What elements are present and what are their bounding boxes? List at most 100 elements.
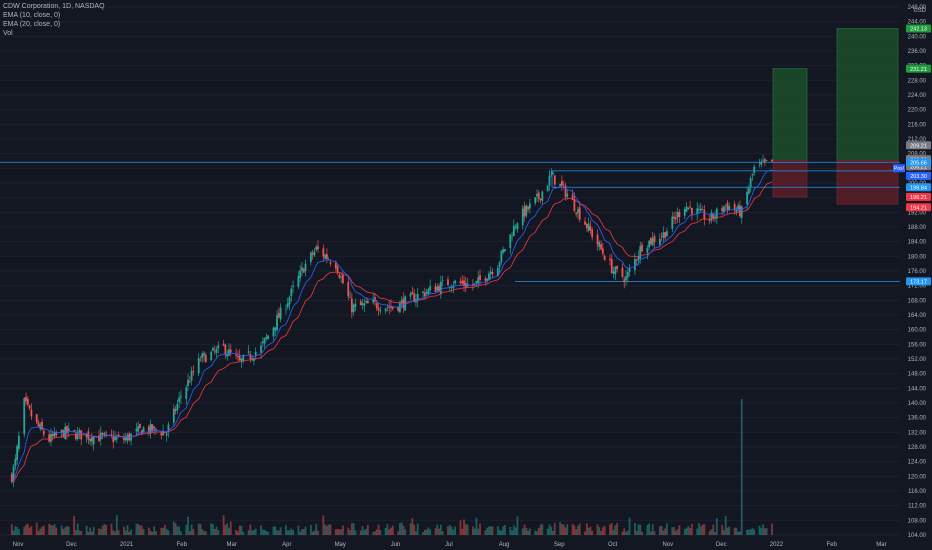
y-tick-label: 124.00 xyxy=(908,460,927,466)
pos-tag-box xyxy=(893,164,905,173)
volume-bars xyxy=(10,399,773,535)
volume-bar xyxy=(14,526,17,535)
candle-body xyxy=(317,246,319,249)
candle-body xyxy=(222,343,225,346)
ema10-legend[interactable]: EMA (10, close, 0) xyxy=(3,12,61,19)
volume-bar xyxy=(365,528,367,535)
ema-lines xyxy=(11,169,773,483)
volume-bar xyxy=(724,516,727,535)
candle-body xyxy=(662,232,665,238)
candle-body xyxy=(124,437,127,441)
volume-bar xyxy=(427,527,430,535)
volume-bar xyxy=(525,527,528,535)
x-tick-label: Feb xyxy=(177,542,188,548)
candle-body xyxy=(760,162,763,165)
volume-bar xyxy=(601,527,604,535)
volume-bar xyxy=(698,523,700,535)
volume-bar xyxy=(50,524,52,535)
candle-body xyxy=(671,216,674,229)
price-label-box xyxy=(906,192,931,201)
candle-body xyxy=(267,335,270,340)
volume-bar xyxy=(66,526,68,535)
volume-bar xyxy=(240,525,243,535)
volume-bar xyxy=(342,525,344,535)
x-tick-label: Dec xyxy=(716,542,727,548)
volume-bar xyxy=(263,529,266,535)
price-axis[interactable]: USD 104.00 108.00 112.00 116.00 120.00 124.00… xyxy=(908,5,927,539)
horizontal-lines[interactable] xyxy=(0,161,900,282)
candle-body xyxy=(673,216,675,219)
candle-body xyxy=(728,206,731,211)
candle-body xyxy=(260,345,262,353)
ema20-legend[interactable]: EMA (20, close, 0) xyxy=(3,21,61,28)
volume-legend[interactable]: Vol xyxy=(3,30,13,37)
candle-body xyxy=(448,286,451,288)
candle-body xyxy=(746,192,748,205)
candle-body xyxy=(724,205,727,206)
volume-bar xyxy=(74,530,77,535)
volume-bar xyxy=(537,527,540,535)
volume-bar xyxy=(386,523,389,535)
candle-body xyxy=(302,268,305,273)
candle-body xyxy=(309,252,312,262)
volume-bar xyxy=(415,531,417,535)
volume-bar xyxy=(286,530,289,535)
volume-bar xyxy=(502,526,505,535)
candle-body xyxy=(372,299,375,303)
candle-body xyxy=(409,293,412,297)
candle-body xyxy=(324,254,327,259)
position-zones[interactable] xyxy=(772,28,899,205)
candle-body xyxy=(26,398,29,405)
volume-bar xyxy=(512,525,515,535)
volume-bar xyxy=(723,530,725,535)
x-tick-label: Aug xyxy=(499,542,510,548)
volume-bar xyxy=(254,528,257,535)
volume-bar xyxy=(26,523,29,535)
volume-bar xyxy=(484,530,487,535)
volume-bar xyxy=(197,523,200,535)
candle-body xyxy=(635,259,638,261)
volume-bar xyxy=(589,526,592,535)
volume-bar xyxy=(12,530,15,535)
y-tick-label: 128.00 xyxy=(908,445,927,451)
price-label: 194.21 xyxy=(910,205,927,211)
symbol-title[interactable]: CDW Corporation, 1D, NASDAQ xyxy=(3,3,105,10)
candle-body xyxy=(591,229,594,238)
candle-body xyxy=(589,226,592,231)
volume-bar xyxy=(285,525,287,535)
candle-body xyxy=(163,432,166,434)
volume-bar xyxy=(751,527,754,535)
candle-body xyxy=(399,302,401,313)
volume-bar xyxy=(235,530,238,535)
candle-body xyxy=(261,341,264,343)
volume-bar xyxy=(763,528,766,535)
candle-body xyxy=(388,306,391,308)
candle-body xyxy=(664,232,667,238)
candle-body xyxy=(699,208,702,211)
price-labels: 242.13231.21209.21206.21206.21205.66203.… xyxy=(893,24,931,286)
candle-body xyxy=(537,192,540,199)
candle-body xyxy=(400,300,403,304)
candle-body xyxy=(66,426,68,434)
volume-bar xyxy=(399,523,401,535)
candle-body xyxy=(12,466,15,483)
time-axis[interactable]: Nov Dec 2021 Feb Mar Apr May Jun Jul Aug Sep Oct Nov… xyxy=(13,542,887,548)
volume-bar xyxy=(249,524,252,535)
candle-body xyxy=(365,301,367,303)
price-label-box xyxy=(906,64,931,73)
volume-bar xyxy=(666,523,668,535)
volume-bar xyxy=(703,524,706,535)
candle-body xyxy=(199,359,202,361)
x-tick-label: Jul xyxy=(445,542,453,548)
ema10-line xyxy=(11,169,773,483)
volume-bar xyxy=(447,526,449,535)
volume-bar xyxy=(354,530,357,535)
volume-bar xyxy=(701,524,704,535)
candle-body xyxy=(115,437,118,440)
volume-bar xyxy=(564,527,567,535)
candle-body xyxy=(559,183,562,187)
volume-bar xyxy=(265,531,268,535)
volume-bar xyxy=(404,529,407,535)
x-tick-label: Apr xyxy=(282,542,291,548)
